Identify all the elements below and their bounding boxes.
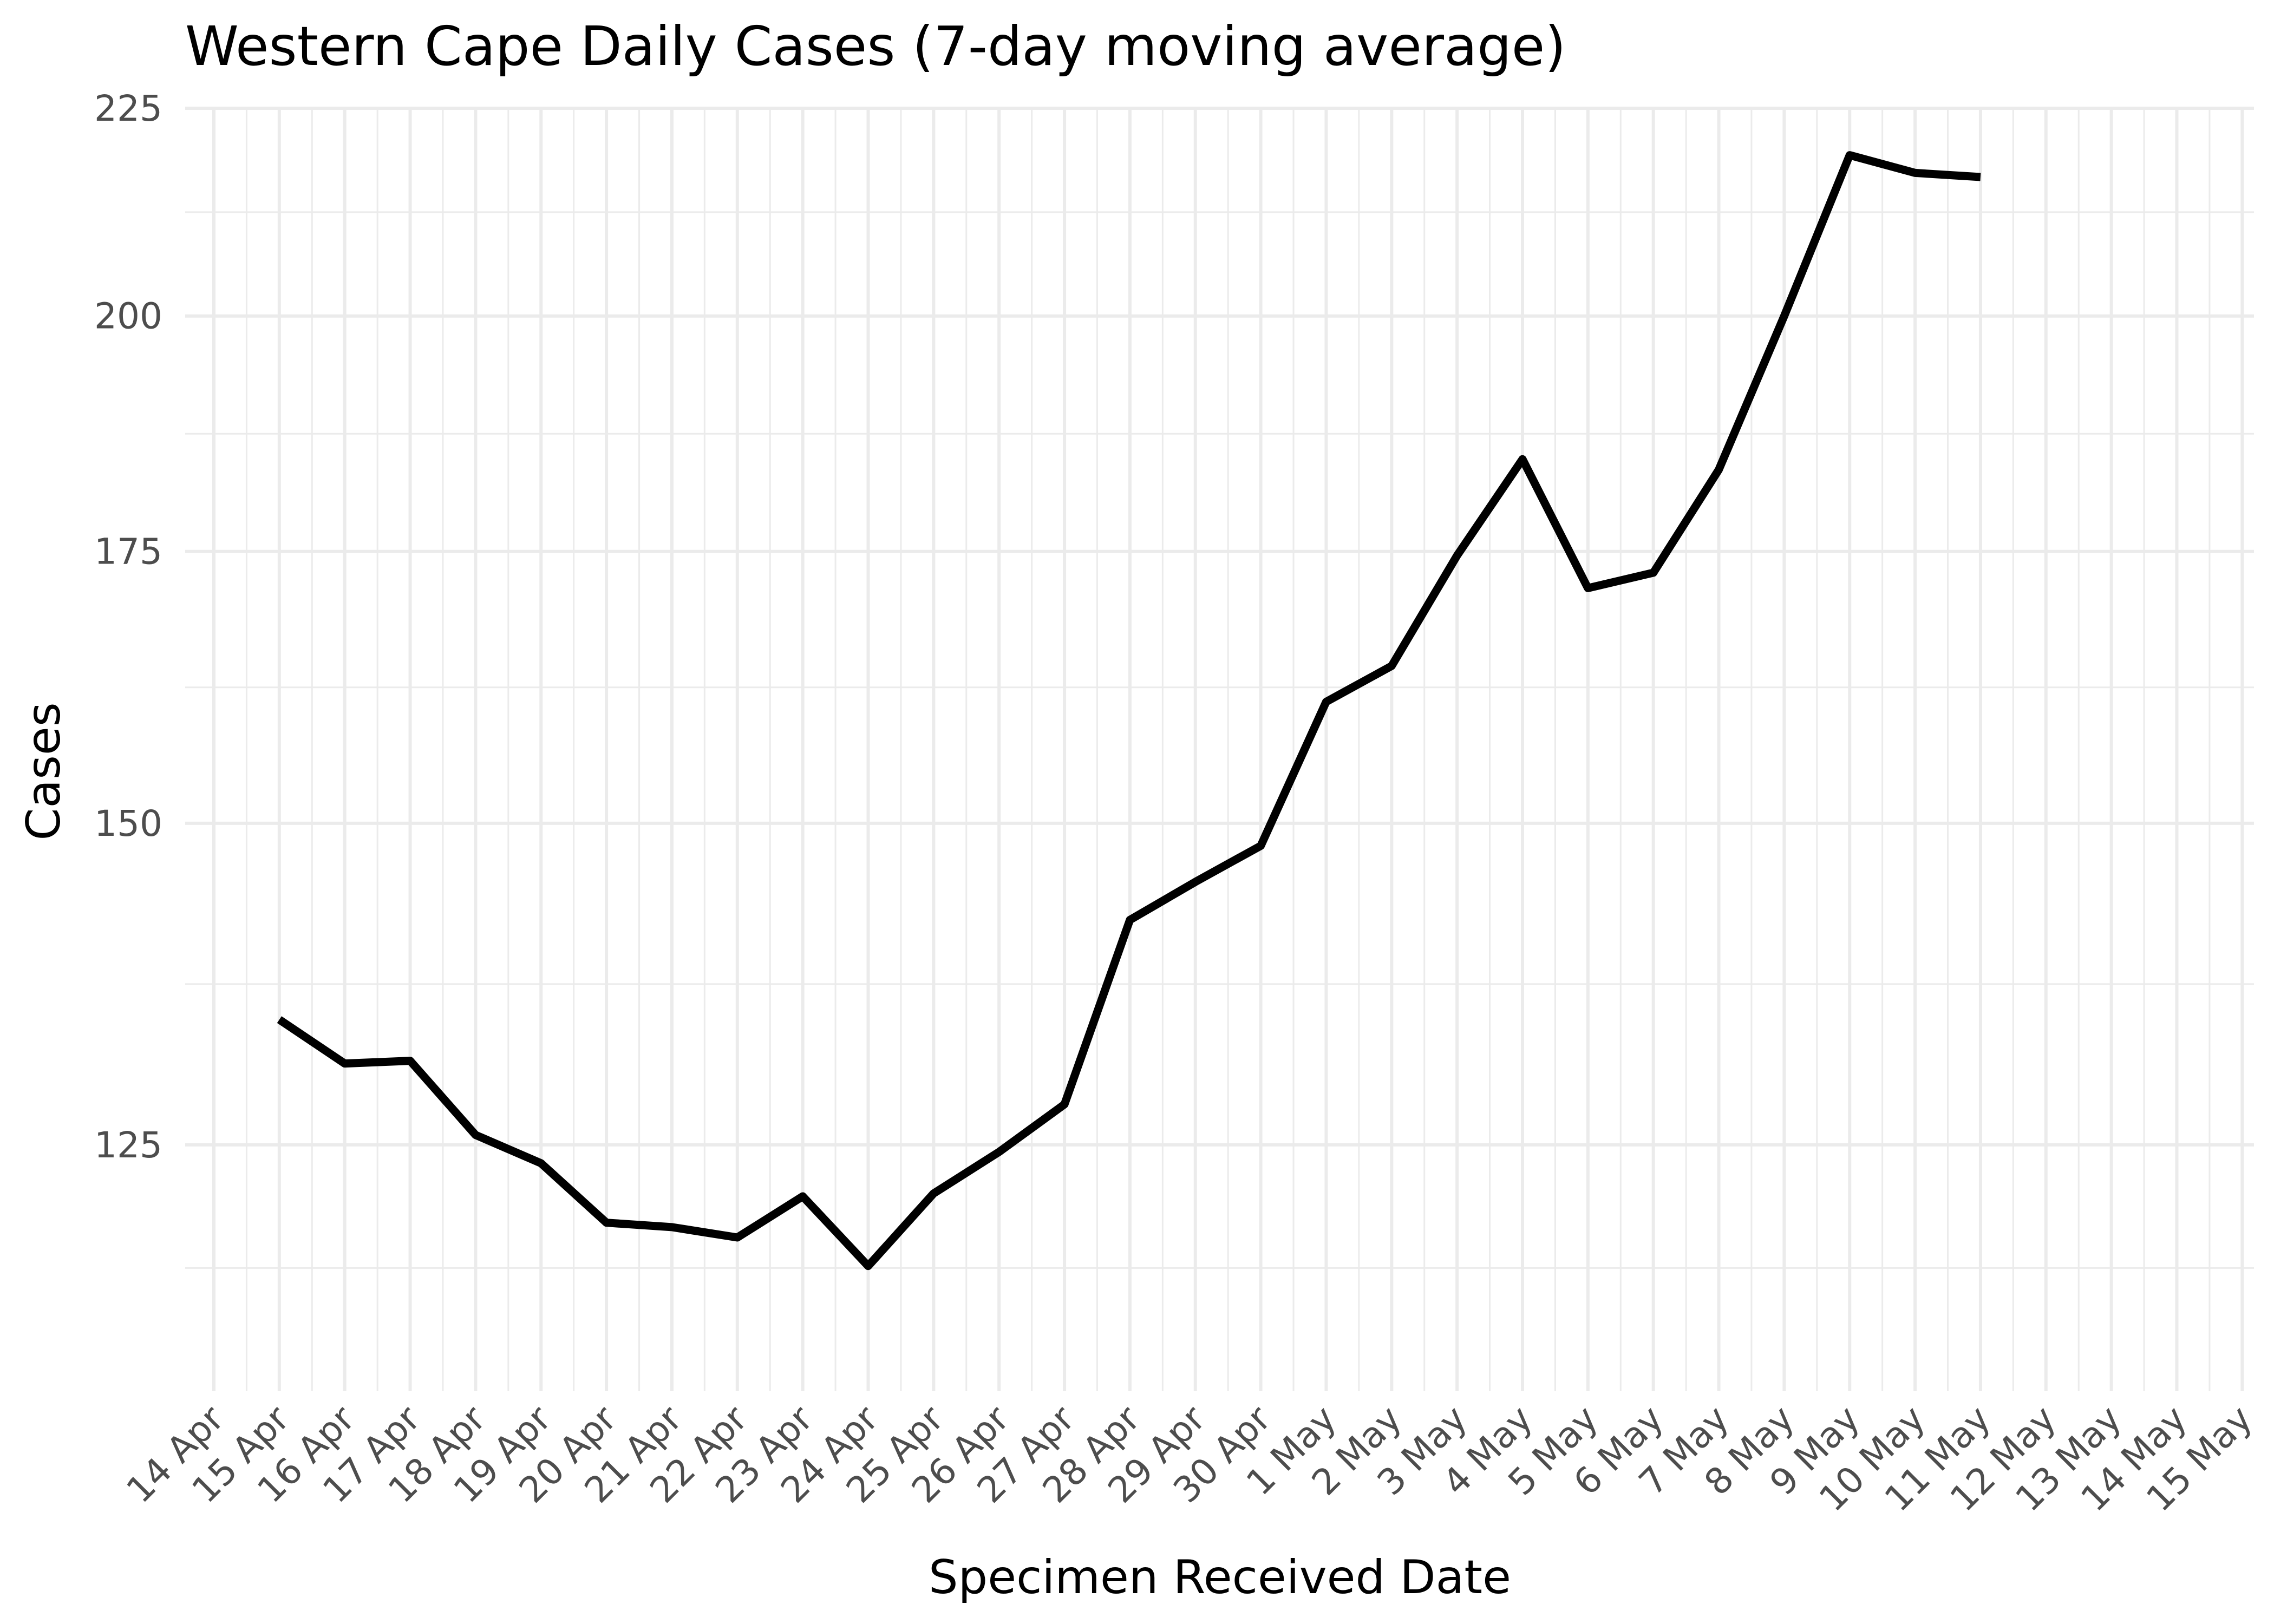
y-axis-title: Cases	[17, 702, 71, 840]
grid	[185, 107, 2254, 1391]
chart-title: Western Cape Daily Cases (7-day moving a…	[185, 15, 1566, 78]
x-axis-title: Specimen Received Date	[929, 1550, 1511, 1605]
y-tick-label: 125	[94, 1124, 162, 1166]
y-tick-label: 175	[94, 531, 162, 573]
series-layer	[277, 151, 1981, 1271]
series-line	[277, 151, 1981, 1271]
y-tick-label: 225	[94, 88, 162, 129]
y-tick-label: 200	[94, 296, 162, 337]
y-axis: 125 150 175 200 225	[94, 88, 162, 1166]
y-tick-label: 150	[94, 803, 162, 844]
